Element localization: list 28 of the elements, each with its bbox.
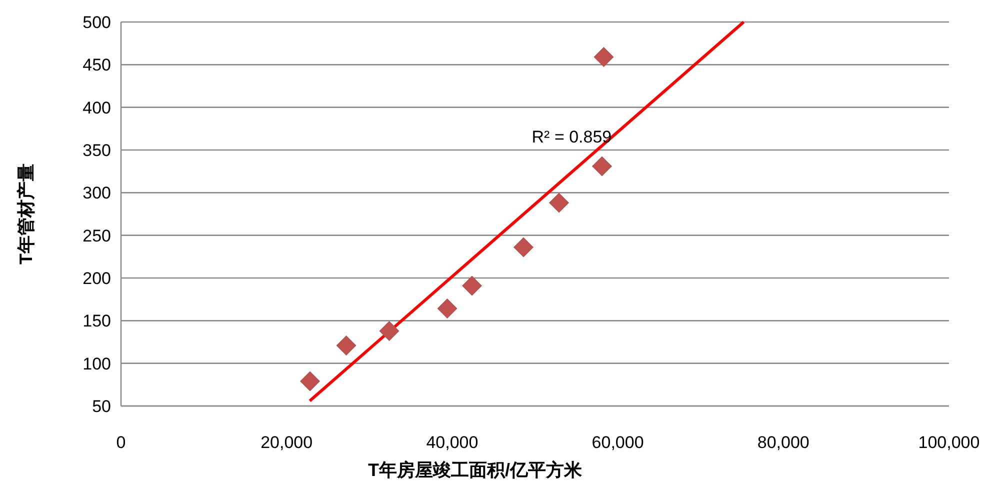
y-tick-label: 400	[82, 98, 111, 118]
point	[336, 335, 356, 356]
y-tick-label: 350	[82, 141, 111, 160]
y-tick-label: 300	[82, 184, 111, 203]
point	[437, 298, 458, 319]
x-tick-label: 20,000	[260, 433, 313, 452]
x-tick-label: 100,000	[918, 433, 980, 452]
x-tick-label: 0	[116, 433, 126, 452]
point	[379, 320, 400, 341]
y-tick-label: 250	[82, 226, 111, 246]
y-tick-label: 200	[82, 269, 111, 288]
y-tick-label: 450	[82, 56, 111, 75]
x-axis-title: T年房屋竣工面积/亿平方米	[368, 460, 583, 480]
y-tick-label: 50	[92, 397, 111, 416]
point	[513, 237, 534, 258]
annotation: R² = 0.859	[532, 127, 612, 146]
point	[462, 276, 482, 296]
y-axis-title: T年管材产量	[16, 164, 36, 264]
point	[300, 371, 320, 392]
y-tick-label: 150	[82, 312, 111, 331]
y-tick-label: 100	[82, 354, 111, 374]
x-tick-label: 40,000	[426, 433, 478, 452]
x-tick-label: 60,000	[592, 433, 644, 452]
point	[549, 192, 570, 213]
point	[594, 46, 614, 67]
point	[592, 156, 612, 176]
y-tick-label: 500	[82, 13, 111, 32]
x-tick-label: 80,000	[757, 433, 810, 452]
